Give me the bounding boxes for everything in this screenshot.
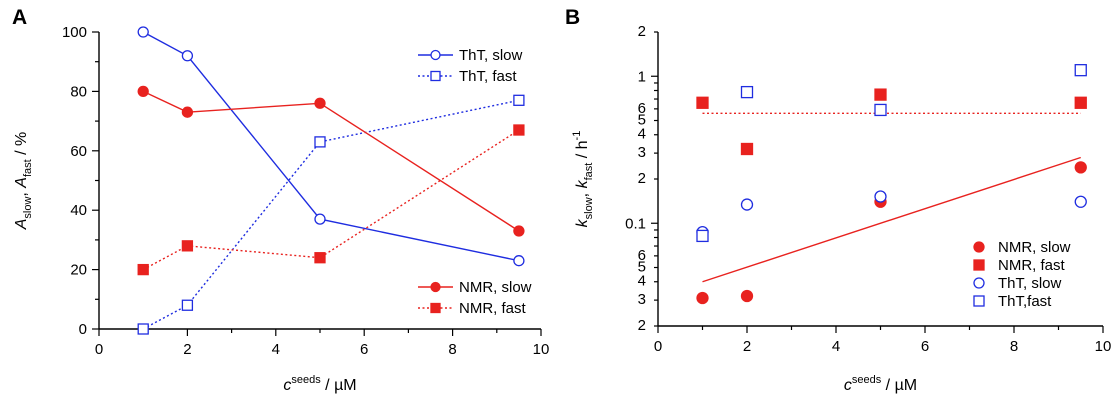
x-tick-label: 0 [654, 338, 662, 355]
legend-label-tht-slow: ThT, slow [459, 47, 523, 64]
data-point-nmr-fast [181, 240, 194, 252]
data-point-tht-fast [696, 229, 709, 243]
panel-a-letter: A [12, 6, 27, 29]
legend-marker-nmr-fast [430, 302, 441, 314]
data-point-nmr-slow [1074, 161, 1087, 174]
x-tick-label: 2 [183, 341, 191, 358]
data-point-tht-fast [874, 103, 887, 117]
x-axis-title: cseeds / µM [844, 374, 917, 394]
data-point-tht-slow [513, 255, 525, 267]
legend-marker-nmr-slow [430, 281, 441, 293]
legend-marker-nmr-fast [973, 259, 985, 271]
y-axis-title: kslow, kfast / h-1 [571, 131, 595, 228]
data-point-tht-fast [181, 299, 194, 311]
data-point-tht-fast [513, 94, 525, 106]
legend-label-tht-fast: ThT, fast [459, 68, 517, 85]
y-tick-label: 5 [638, 112, 646, 129]
legend-label-nmr-slow: NMR, slow [998, 239, 1071, 256]
legend-label-nmr-fast: NMR, fast [998, 257, 1066, 274]
data-point-tht-slow [314, 213, 326, 225]
y-tick-label: 0.1 [625, 215, 646, 232]
legend-marker-nmr-slow [973, 241, 985, 253]
y-tick-label: 3 [638, 144, 646, 161]
data-point-tht-slow [874, 190, 887, 203]
y-tick-label: 3 [638, 291, 646, 308]
data-point-nmr-slow [137, 85, 149, 98]
data-point-tht-fast [1074, 64, 1087, 77]
data-point-tht-fast [137, 323, 149, 335]
legend-marker-tht-fast [973, 295, 985, 307]
data-point-nmr-fast [314, 252, 326, 264]
data-point-nmr-fast [740, 142, 754, 156]
y-tick-label: 6 [638, 100, 646, 117]
data-point-tht-slow [1074, 195, 1087, 208]
y-tick-label: 60 [70, 143, 87, 160]
data-point-nmr-slow [696, 291, 709, 305]
legend-label-nmr-fast: NMR, fast [459, 300, 527, 317]
data-point-tht-fast [314, 136, 326, 148]
x-tick-label: 8 [448, 341, 456, 358]
series-line-tht-slow [142, 31, 520, 262]
data-point-nmr-fast [513, 124, 525, 136]
x-tick-label: 2 [743, 338, 751, 355]
data-point-nmr-fast [874, 88, 887, 101]
x-tick-label: 4 [272, 341, 280, 358]
y-tick-label: 0 [79, 321, 87, 338]
series-line-nmr-slow [142, 90, 520, 232]
data-point-nmr-fast [137, 263, 149, 276]
y-tick-label: 6 [638, 247, 646, 264]
x-tick-label: 6 [921, 338, 929, 355]
y-tick-label: 40 [70, 202, 87, 219]
data-point-tht-slow [740, 198, 754, 211]
x-tick-label: 10 [1095, 338, 1112, 355]
data-point-nmr-slow [314, 97, 326, 109]
y-tick-label: 2 [638, 23, 646, 40]
y-tick-label: 20 [70, 262, 87, 279]
y-tick-label: 4 [638, 126, 646, 143]
data-point-tht-fast [740, 85, 754, 99]
legend-label-tht-slow: ThT, slow [998, 275, 1062, 292]
y-tick-label: 2 [638, 317, 646, 334]
y-tick-label: 80 [70, 83, 87, 100]
x-tick-label: 8 [1010, 338, 1018, 355]
legend-label-nmr-slow: NMR, slow [459, 279, 532, 296]
data-point-tht-slow [137, 26, 149, 38]
x-tick-label: 10 [533, 341, 550, 358]
x-axis-title: cseeds / µM [283, 374, 356, 394]
legend-marker-tht-fast [430, 70, 441, 82]
data-point-nmr-slow [181, 106, 194, 118]
data-point-tht-slow [181, 50, 194, 62]
fit-line [702, 156, 1081, 283]
data-point-nmr-slow [513, 225, 525, 237]
y-axis-title: Aslow, Afast / % [13, 132, 34, 231]
x-tick-label: 6 [360, 341, 368, 358]
data-point-nmr-slow [740, 289, 754, 303]
data-point-nmr-fast [696, 96, 709, 109]
data-point-nmr-fast [1074, 96, 1087, 109]
x-tick-label: 4 [832, 338, 840, 355]
y-tick-label: 2 [638, 170, 646, 187]
y-tick-label: 5 [638, 259, 646, 276]
y-tick-label: 4 [638, 273, 646, 290]
panel-b-letter: B [565, 6, 580, 29]
y-tick-label: 1 [638, 68, 646, 85]
legend-marker-tht-slow [973, 277, 985, 289]
legend-label-tht-fast: ThT,fast [998, 293, 1052, 310]
y-tick-label: 100 [62, 24, 87, 41]
x-tick-label: 0 [95, 341, 103, 358]
legend-marker-tht-slow [430, 49, 441, 61]
